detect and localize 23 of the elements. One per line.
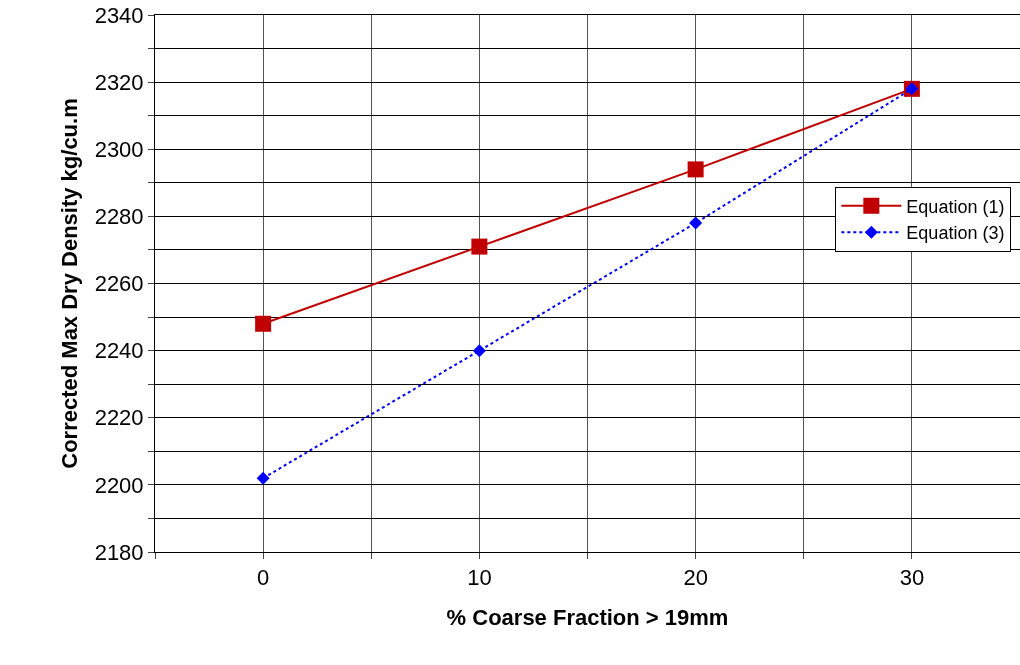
y-tick-label: 2220	[94, 405, 144, 431]
point	[689, 216, 703, 230]
y-tick-label: 2180	[94, 539, 144, 565]
point	[472, 344, 486, 358]
y-tick-label: 2340	[94, 2, 144, 28]
y-tick-label: 2240	[94, 338, 144, 364]
point	[471, 238, 488, 255]
point	[255, 315, 272, 332]
y-axis-title: Corrected Max Dry Density kg/cu.m	[57, 98, 83, 469]
y-tick-label: 2320	[94, 69, 144, 95]
point	[256, 471, 270, 485]
point	[687, 161, 704, 178]
legend-label: Equation (3)	[906, 223, 1005, 244]
x-tick-label: 10	[467, 565, 492, 591]
x-axis-title: % Coarse Fraction > 19mm	[446, 605, 729, 631]
x-tick-label: 20	[683, 565, 708, 591]
x-tick-label: 30	[899, 565, 925, 591]
x-tick-label: 0	[257, 565, 270, 591]
legend-label: Equation (1)	[906, 196, 1005, 217]
y-tick-label: 2280	[94, 204, 144, 230]
y-tick-label: 2260	[94, 271, 144, 297]
y-tick-label: 2200	[94, 472, 144, 498]
y-tick-label: 2300	[94, 136, 144, 162]
